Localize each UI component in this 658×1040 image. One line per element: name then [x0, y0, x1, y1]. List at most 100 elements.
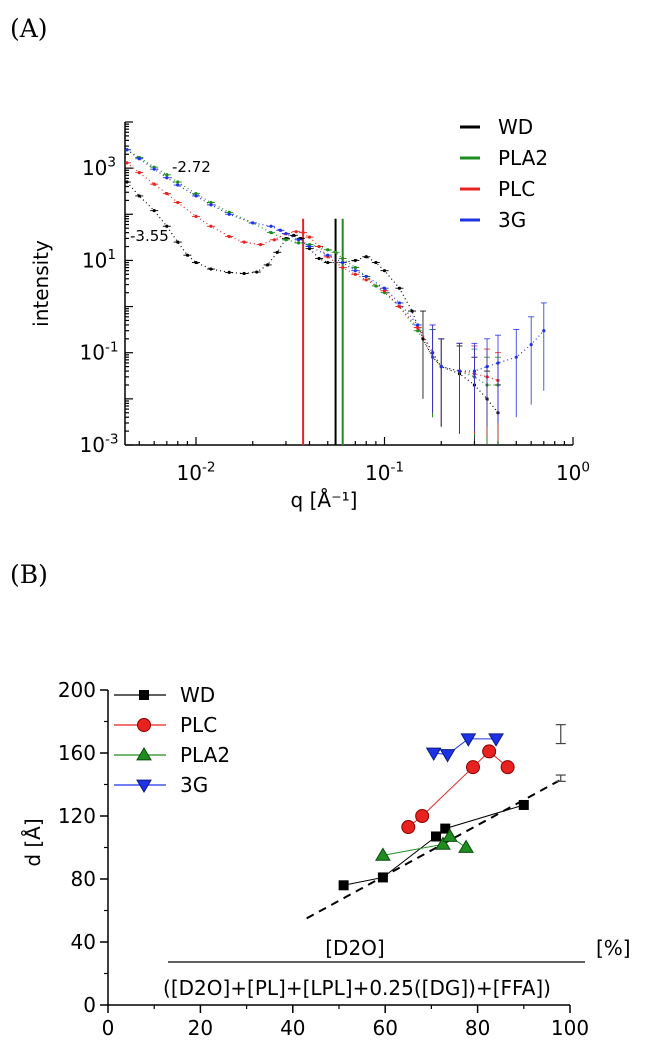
data-point-pla2	[326, 248, 330, 252]
data-point-wd	[364, 255, 368, 259]
data-point-plc	[341, 265, 345, 270]
data-point-plc	[307, 235, 312, 239]
data-point-wd	[209, 267, 213, 271]
data-point-wd	[266, 263, 270, 267]
y-tick-label: 10-1	[79, 339, 118, 364]
data-point-pla2	[375, 847, 391, 861]
series-line-wd	[343, 804, 524, 886]
plot-area-a	[125, 148, 547, 445]
data-point-plc	[242, 240, 246, 244]
legend-label: 3G	[498, 208, 526, 232]
data-point-plc	[272, 238, 276, 242]
data-point-3g	[296, 238, 301, 242]
data-point-plc	[125, 161, 129, 165]
x-tick-label: 80	[465, 1016, 490, 1040]
data-point-3g	[341, 260, 345, 265]
data-point-3g	[284, 232, 288, 236]
data-point-wd	[227, 270, 231, 275]
data-point-3g	[353, 269, 357, 273]
data-point-3g	[364, 274, 368, 279]
x-tick-label: 60	[372, 1016, 397, 1040]
data-point-3g	[425, 747, 442, 761]
chart-b: 0 20 40 60 80 100 0 40 80 120 160 200 d [Å] [D2O] ([D2…	[21, 678, 631, 1040]
data-point-wd	[255, 270, 259, 274]
x-tick-label: 40	[280, 1016, 305, 1040]
legend-marker-wd	[139, 690, 149, 700]
data-point-wd	[440, 823, 451, 834]
data-point-3g	[165, 176, 169, 180]
legend-label: WD	[180, 683, 215, 707]
data-point-3g	[397, 301, 402, 305]
x-tick-label: 100	[551, 1016, 589, 1040]
data-point-wd	[326, 260, 330, 265]
y-tick-label: 160	[58, 741, 96, 765]
data-point-pla2	[458, 839, 474, 853]
data-point-plc	[415, 809, 430, 823]
y-tick-label: 120	[58, 804, 96, 828]
data-point-pla2	[209, 200, 213, 205]
x-axis-label-denominator: ([D2O]+[PL]+[LPL]+0.25([DG])+[FFA])	[163, 976, 551, 1000]
data-point-wd	[421, 337, 425, 341]
legend-label: PLC	[498, 177, 535, 201]
data-point-wd	[382, 269, 387, 273]
series-line-3g	[126, 149, 545, 372]
data-point-3g	[416, 323, 420, 327]
data-point-wd	[125, 180, 129, 184]
y-axis-label: d [Å]	[21, 818, 45, 866]
data-point-3g	[457, 369, 462, 373]
data-point-pla2	[284, 238, 288, 242]
data-point-3g	[209, 203, 213, 207]
data-point-pla2	[435, 836, 451, 850]
panel-b-label: (B)	[10, 560, 48, 589]
data-point-3g	[439, 365, 443, 369]
x-tick-label: 100	[556, 460, 590, 485]
data-point-3g	[382, 286, 387, 290]
data-point-wd	[194, 260, 198, 265]
x-tick-label: 10-2	[177, 460, 216, 485]
series-line-plc	[126, 162, 499, 382]
legend-label: WD	[498, 115, 533, 139]
x-axis-label: q [Å⁻¹]	[291, 488, 358, 512]
data-point-pla2	[176, 180, 180, 184]
data-point-wd	[338, 880, 349, 891]
data-point-pla2	[296, 241, 301, 245]
data-point-pla2	[333, 250, 338, 254]
data-point-wd	[292, 233, 296, 237]
data-point-wd	[410, 309, 414, 313]
data-point-3g	[439, 749, 456, 763]
data-point-plc	[364, 278, 368, 282]
data-point-plc	[382, 289, 387, 293]
y-tick-label: 200	[58, 678, 96, 702]
y-tick-label: 40	[71, 930, 96, 954]
data-point-plc	[194, 214, 198, 218]
data-point-wd	[185, 253, 189, 257]
data-point-wd	[275, 250, 279, 254]
data-point-plc	[258, 243, 263, 247]
data-point-3g	[278, 228, 282, 232]
data-point-plc	[416, 326, 420, 330]
data-point-pla2	[374, 284, 378, 288]
data-point-plc	[152, 182, 156, 186]
data-point-wd	[377, 872, 388, 883]
data-point-3g	[326, 253, 330, 257]
data-point-plc	[397, 304, 402, 309]
legend-marker-plc	[137, 718, 151, 732]
data-point-wd	[176, 240, 180, 244]
legend-label: PLA2	[180, 743, 230, 767]
y-tick-label: 10-3	[79, 432, 118, 457]
legend-label: PLA2	[498, 146, 548, 170]
data-point-plc	[353, 272, 357, 276]
data-point-wd	[374, 260, 378, 265]
legend-marker-3g	[136, 779, 152, 793]
data-point-3g	[152, 167, 156, 171]
data-point-plc	[317, 244, 321, 249]
panel-a-label: (A)	[10, 14, 48, 43]
data-point-3g	[514, 355, 518, 359]
data-point-wd	[353, 258, 357, 263]
data-point-3g	[529, 342, 533, 347]
y-tick-label: 101	[82, 247, 116, 272]
data-point-pla2	[341, 256, 345, 261]
data-point-3g	[485, 365, 489, 369]
fit-line	[306, 778, 562, 920]
